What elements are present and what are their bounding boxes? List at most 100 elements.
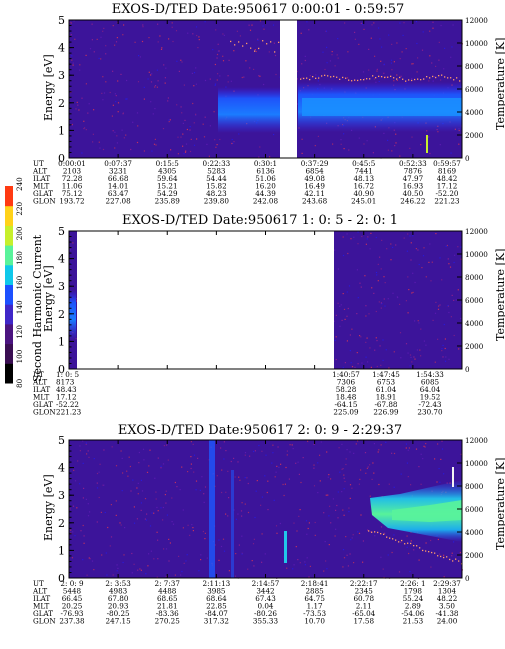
noise-speck <box>358 43 360 45</box>
noise-speck <box>392 246 394 248</box>
noise-speck <box>406 546 408 548</box>
noise-speck <box>167 100 169 102</box>
noise-speck <box>70 262 72 265</box>
noise-speck <box>72 505 75 507</box>
panel-1-left-ticks: 0 1 2 3 4 5 <box>58 14 74 165</box>
noise-speck <box>100 58 102 60</box>
envelope-dot <box>324 74 326 76</box>
noise-speck <box>297 103 299 105</box>
noise-speck <box>117 111 119 113</box>
temperature-tick-label: 8000 <box>465 62 484 71</box>
noise-speck <box>230 460 232 463</box>
noise-speck <box>369 347 371 349</box>
noise-speck <box>266 491 268 494</box>
noise-speck <box>277 446 279 448</box>
noise-speck <box>132 479 134 481</box>
noise-speck <box>204 486 207 488</box>
noise-speck <box>452 24 454 26</box>
noise-speck <box>195 67 197 69</box>
noise-speck <box>334 339 336 342</box>
noise-speck <box>358 483 360 485</box>
envelope-dot <box>438 75 440 77</box>
noise-speck <box>368 313 370 315</box>
noise-speck <box>172 523 175 525</box>
noise-speck <box>369 495 371 497</box>
ephemeris-value: 10.70 <box>304 617 325 626</box>
noise-speck <box>138 55 140 57</box>
noise-speck <box>399 303 401 305</box>
noise-speck <box>176 104 178 106</box>
envelope-dot <box>441 74 443 76</box>
noise-speck <box>409 541 411 543</box>
noise-speck <box>180 106 182 108</box>
noise-speck <box>203 136 206 138</box>
noise-speck <box>216 57 218 59</box>
noise-speck <box>139 568 141 570</box>
noise-speck <box>163 64 165 66</box>
noise-speck <box>329 505 331 507</box>
ephemeris-value: 317.32 <box>204 617 229 626</box>
noise-speck <box>269 156 271 158</box>
ephemeris-value: 54.29 <box>157 189 178 198</box>
noise-speck <box>102 99 104 101</box>
noise-speck <box>91 23 93 25</box>
noise-speck <box>249 455 251 457</box>
noise-speck <box>98 471 100 473</box>
colorbar-swatch <box>5 225 13 246</box>
temperature-tick-label: 12000 <box>465 227 488 236</box>
colorbar-tick-label: 120 <box>15 325 24 339</box>
noise-speck <box>412 63 414 65</box>
panel-3-cyan-streak <box>284 531 287 563</box>
noise-speck <box>373 292 375 294</box>
noise-speck <box>174 481 176 484</box>
envelope-dot <box>414 78 416 81</box>
noise-speck <box>364 275 366 277</box>
envelope-dot <box>312 76 314 78</box>
ephemeris-value: 221.23 <box>434 197 460 206</box>
ephemeris-value: 2103 <box>63 167 82 176</box>
noise-speck <box>83 542 85 544</box>
noise-speck <box>185 150 187 152</box>
noise-speck <box>98 496 100 499</box>
noise-speck <box>88 103 90 105</box>
noise-speck <box>407 476 409 478</box>
noise-speck <box>418 466 420 468</box>
noise-speck <box>122 34 124 36</box>
temperature-tick-label: 8000 <box>465 273 484 282</box>
noise-speck <box>103 449 105 451</box>
panel-1-title: EXOS-D/TED Date:950617 0:00:01 - 0:59:57 <box>112 2 405 17</box>
ephemeris-value: 20.93 <box>108 602 129 611</box>
noise-speck <box>346 340 348 342</box>
noise-speck <box>193 471 195 473</box>
noise-speck <box>168 560 170 562</box>
noise-speck <box>357 531 359 533</box>
noise-speck <box>193 454 196 456</box>
noise-speck <box>85 443 87 445</box>
noise-speck <box>453 334 455 337</box>
noise-speck <box>120 73 122 75</box>
noise-speck <box>156 506 158 509</box>
noise-speck <box>341 468 343 470</box>
noise-speck <box>142 26 144 28</box>
noise-speck <box>147 78 149 80</box>
noise-speck <box>278 466 280 468</box>
noise-speck <box>221 491 223 494</box>
noise-speck <box>79 445 81 447</box>
noise-speck <box>82 524 84 527</box>
noise-speck <box>359 335 361 337</box>
noise-speck <box>157 80 159 82</box>
noise-speck <box>301 63 303 65</box>
noise-speck <box>189 534 191 536</box>
noise-speck <box>349 350 351 352</box>
noise-speck <box>391 43 393 45</box>
noise-speck <box>293 522 295 524</box>
noise-speck <box>153 558 155 560</box>
noise-speck <box>71 59 73 61</box>
noise-speck <box>275 525 278 527</box>
noise-speck <box>221 469 223 471</box>
noise-speck <box>169 119 171 121</box>
noise-speck <box>176 486 178 488</box>
noise-speck <box>92 141 94 143</box>
noise-speck <box>261 450 263 452</box>
noise-speck <box>195 83 197 85</box>
